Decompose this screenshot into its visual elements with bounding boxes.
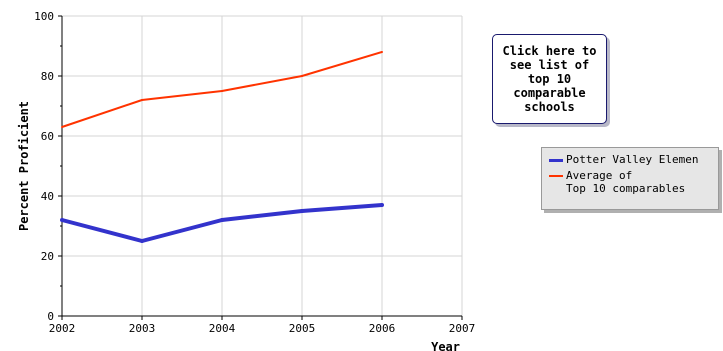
series-2-point: [301, 75, 303, 77]
series-1-point: [140, 239, 144, 243]
legend-item-series-1: Potter Valley Elemen: [549, 153, 718, 166]
series-1-point: [60, 218, 64, 222]
x-tick-label-3: 2005: [289, 322, 316, 335]
series-1-point: [380, 203, 384, 207]
series-2-point: [381, 51, 383, 53]
legend-item-series-2: Average of Top 10 comparables: [549, 169, 718, 195]
legend-swatch-series-1: [549, 159, 563, 162]
y-tick-label-4: 80: [41, 70, 54, 83]
series-2-point: [61, 126, 63, 128]
series-1-point: [300, 209, 304, 213]
y-tick-label-0: 0: [47, 310, 54, 323]
x-tick-label-5: 2007: [449, 322, 476, 335]
series-2-point: [141, 99, 143, 101]
legend-label-series-1: Potter Valley Elemen: [566, 153, 699, 166]
series-1-point: [220, 218, 224, 222]
legend-label-series-2: Average of Top 10 comparables: [566, 169, 686, 195]
x-tick-label-0: 2002: [49, 322, 76, 335]
ticks: 0 20 40 60 80 100 2002 2003 2004 2005 2006 2007: [34, 10, 475, 335]
series-2-point: [221, 90, 223, 92]
y-tick-label-5: 100: [34, 10, 54, 23]
y-tick-label-1: 20: [41, 250, 54, 263]
y-axis-title: Percent Proficient: [17, 101, 31, 231]
x-axis-title: Year: [431, 340, 460, 351]
y-tick-label-3: 60: [41, 130, 54, 143]
y-tick-label-2: 40: [41, 190, 54, 203]
callout-text: Click here to see list of top 10 compara…: [502, 44, 597, 114]
series-lines: [60, 51, 384, 243]
axes: [61, 16, 462, 317]
x-tick-label-2: 2004: [209, 322, 236, 335]
legend-swatch-series-2: [549, 175, 563, 177]
legend: Potter Valley Elemen Average of Top 10 c…: [541, 147, 719, 210]
x-tick-label-4: 2006: [369, 322, 396, 335]
x-tick-label-1: 2003: [129, 322, 156, 335]
top-10-comparables-link-button[interactable]: Click here to see list of top 10 compara…: [492, 34, 607, 124]
grid-lines: [62, 15, 463, 316]
